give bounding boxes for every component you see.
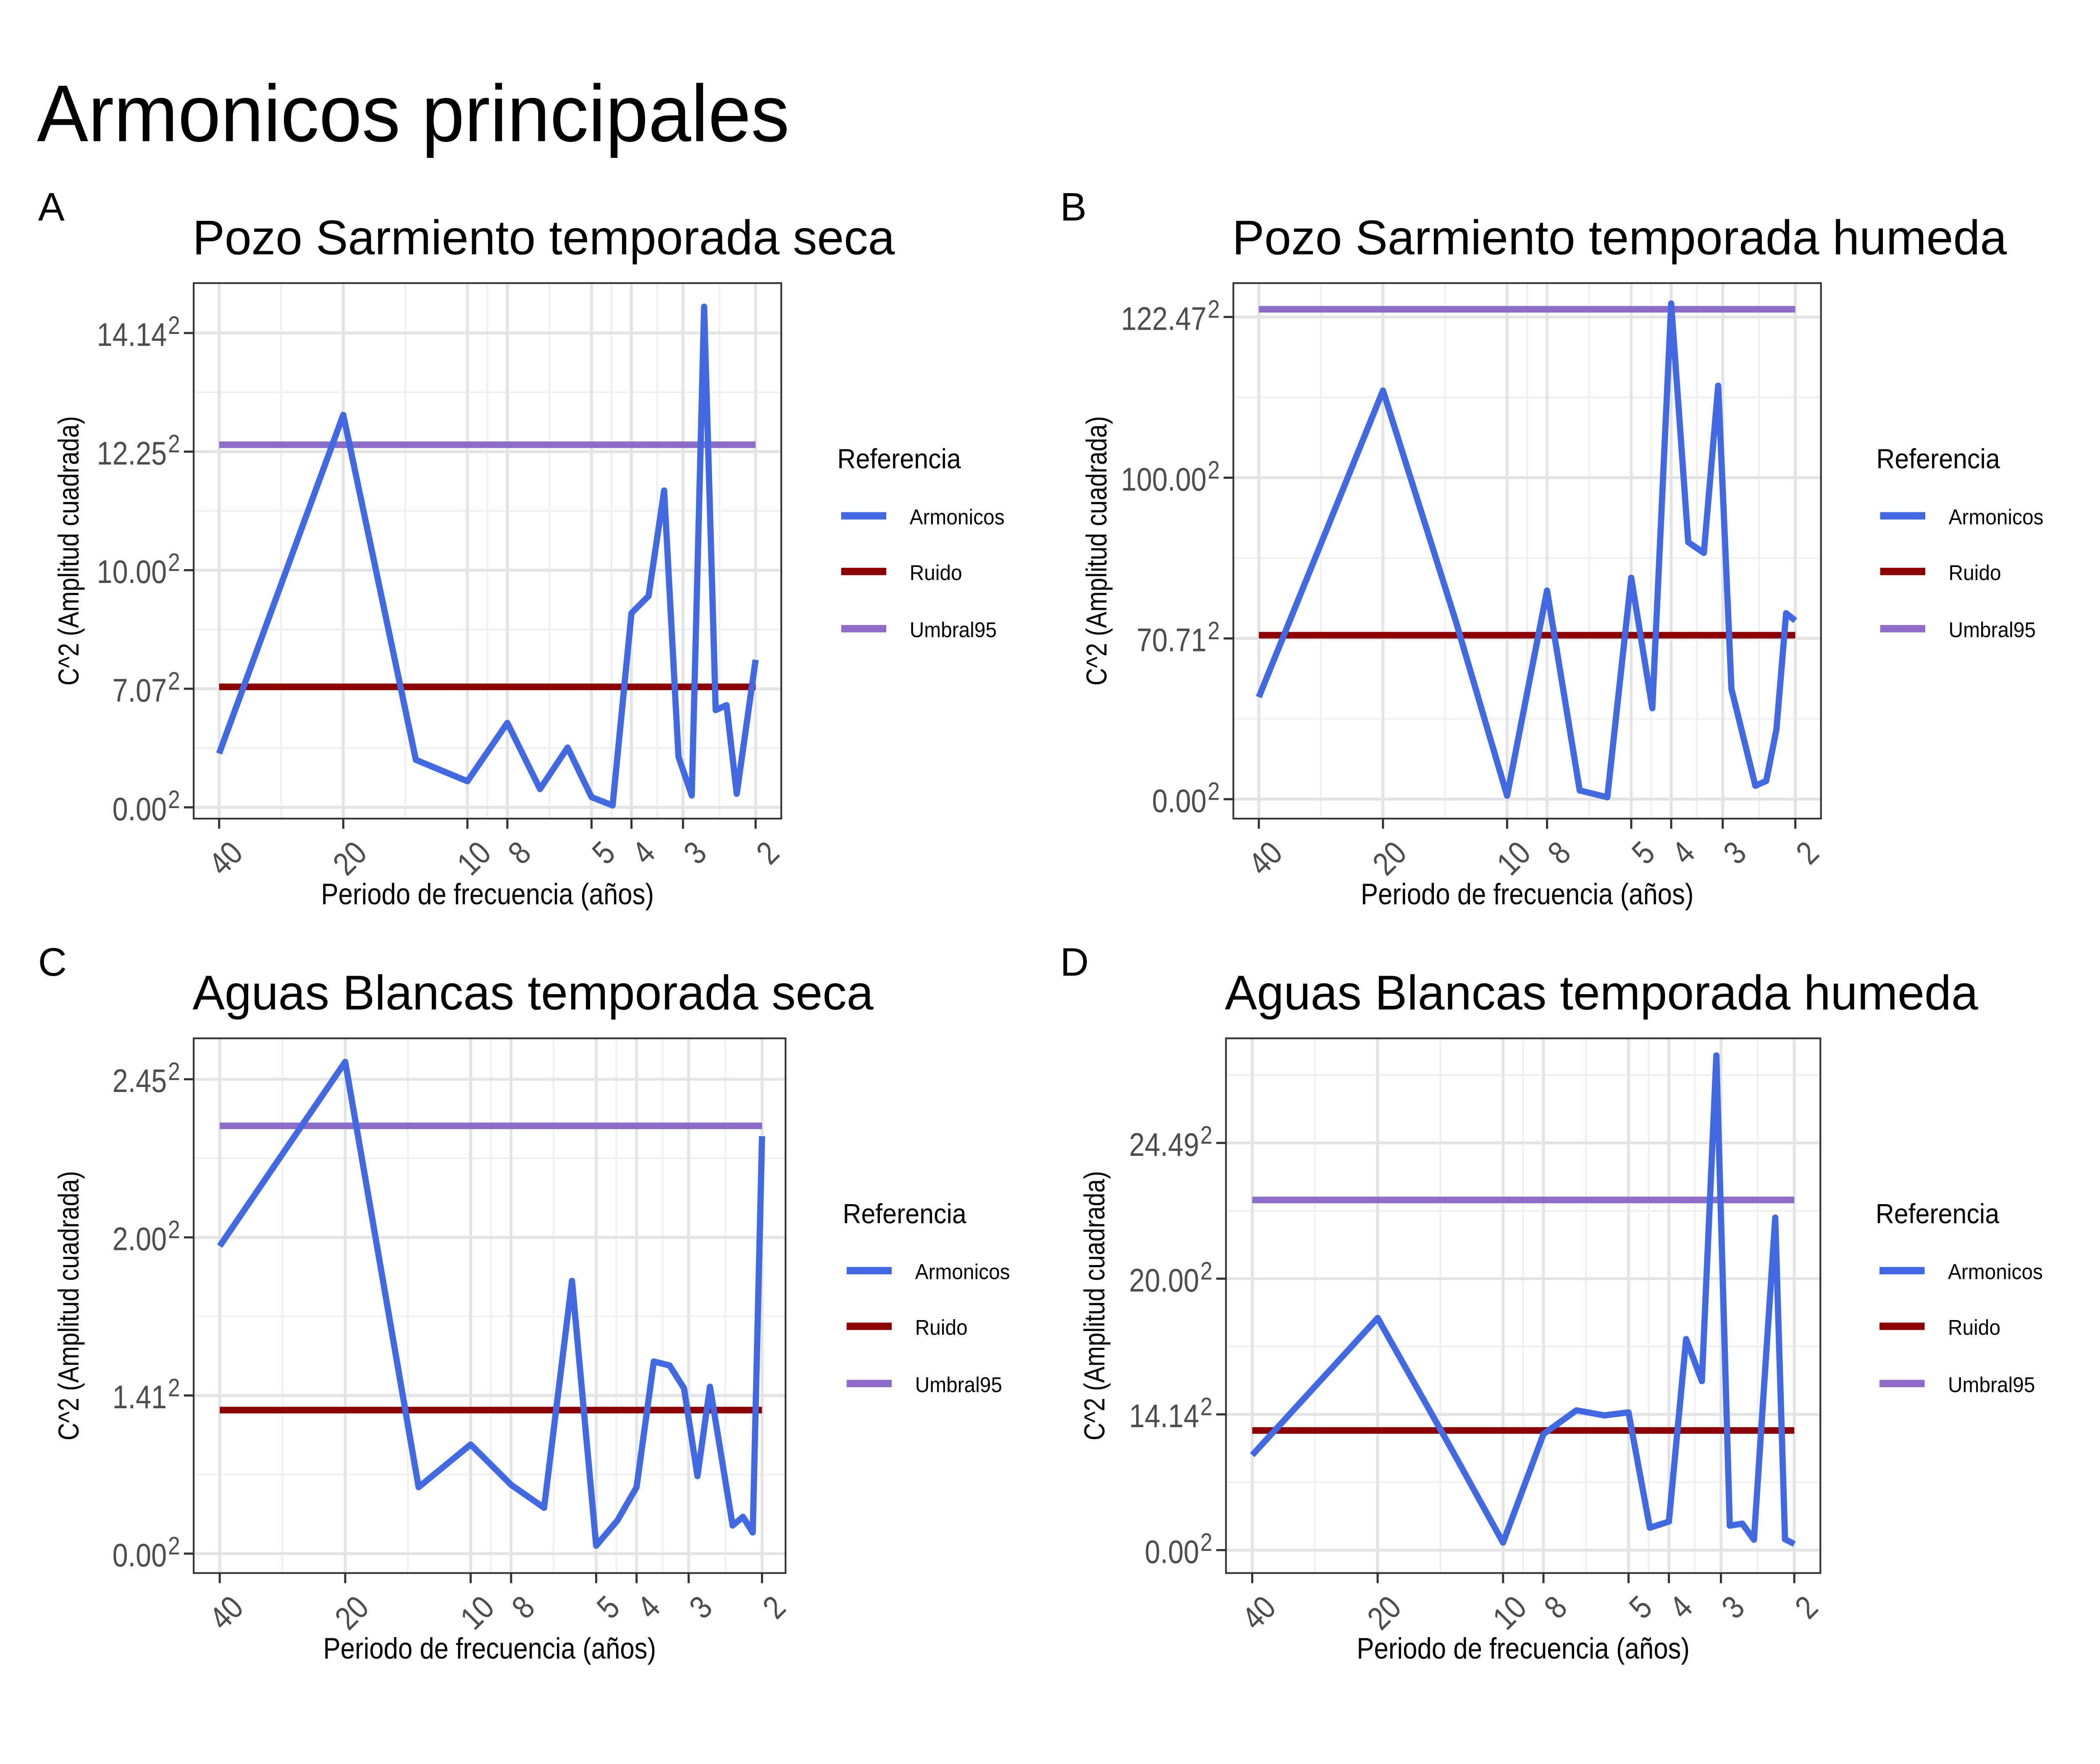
svg-text:Armonicos principales: Armonicos principales [37, 68, 790, 158]
svg-text:Armonicos: Armonicos [1949, 505, 2044, 529]
svg-text:C^2 (Amplitud cuadrada): C^2 (Amplitud cuadrada) [1080, 416, 1113, 686]
svg-text:C: C [38, 940, 67, 984]
svg-text:2: 2 [168, 1215, 180, 1244]
svg-text:0.00: 0.00 [113, 1538, 167, 1574]
svg-text:Aguas Blancas temporada humeda: Aguas Blancas temporada humeda [1225, 966, 1978, 1020]
svg-text:2: 2 [1208, 777, 1220, 806]
svg-text:C^2 (Amplitud cuadrada): C^2 (Amplitud cuadrada) [52, 416, 85, 686]
svg-text:100.00: 100.00 [1121, 462, 1207, 498]
svg-text:Umbral95: Umbral95 [915, 1373, 1002, 1396]
svg-text:Referencia: Referencia [1876, 1198, 2000, 1229]
svg-text:0.00: 0.00 [1144, 1534, 1199, 1570]
svg-text:2: 2 [168, 430, 180, 458]
svg-text:Pozo Sarmiento temporada seca: Pozo Sarmiento temporada seca [192, 210, 895, 265]
svg-text:Referencia: Referencia [837, 443, 961, 474]
svg-text:Armonicos: Armonicos [915, 1260, 1010, 1284]
svg-text:Periodo de frecuencia (años): Periodo de frecuencia (años) [1361, 877, 1694, 911]
svg-text:10.00: 10.00 [97, 554, 167, 590]
svg-text:0.00: 0.00 [1152, 783, 1207, 819]
svg-text:2: 2 [1200, 1257, 1213, 1285]
svg-text:Ruido: Ruido [915, 1315, 968, 1339]
svg-text:2: 2 [168, 548, 180, 576]
svg-text:2: 2 [1200, 1121, 1213, 1149]
svg-text:70.71: 70.71 [1137, 622, 1207, 659]
svg-text:Periodo de frecuencia (años): Periodo de frecuencia (años) [323, 1632, 656, 1665]
svg-text:2: 2 [168, 311, 180, 339]
svg-text:2: 2 [1200, 1392, 1213, 1420]
svg-text:C^2 (Amplitud cuadrada): C^2 (Amplitud cuadrada) [1079, 1171, 1111, 1441]
svg-text:1.41: 1.41 [113, 1379, 167, 1415]
svg-text:2: 2 [168, 1373, 180, 1402]
svg-text:12.25: 12.25 [97, 436, 167, 472]
svg-text:2: 2 [1208, 456, 1220, 484]
svg-text:Umbral95: Umbral95 [910, 618, 997, 642]
svg-text:2: 2 [1208, 617, 1220, 645]
svg-text:Aguas Blancas temporada seca: Aguas Blancas temporada seca [192, 966, 874, 1020]
svg-text:Referencia: Referencia [843, 1198, 966, 1229]
svg-text:B: B [1060, 185, 1087, 229]
svg-text:0.00: 0.00 [113, 791, 167, 827]
svg-text:122.47: 122.47 [1121, 301, 1207, 337]
svg-text:2: 2 [168, 1057, 180, 1085]
svg-text:Periodo de frecuencia (años): Periodo de frecuencia (años) [1357, 1632, 1690, 1665]
svg-text:Periodo de frecuencia (años): Periodo de frecuencia (años) [321, 877, 654, 911]
svg-text:2: 2 [168, 1532, 180, 1560]
svg-text:7.07: 7.07 [113, 672, 167, 709]
svg-text:14.14: 14.14 [1129, 1398, 1199, 1434]
svg-text:2.00: 2.00 [113, 1221, 167, 1257]
svg-text:Ruido: Ruido [1949, 561, 2001, 585]
svg-text:Ruido: Ruido [910, 561, 962, 585]
svg-text:20.00: 20.00 [1129, 1263, 1199, 1299]
svg-text:Ruido: Ruido [1948, 1315, 2000, 1339]
svg-text:A: A [38, 185, 65, 229]
svg-text:14.14: 14.14 [97, 317, 167, 353]
svg-text:2.45: 2.45 [113, 1063, 167, 1099]
svg-text:Umbral95: Umbral95 [1949, 618, 2036, 642]
svg-text:Armonicos: Armonicos [910, 505, 1005, 529]
svg-text:C^2 (Amplitud cuadrada): C^2 (Amplitud cuadrada) [52, 1171, 85, 1441]
svg-text:2: 2 [168, 667, 180, 695]
svg-text:24.49: 24.49 [1129, 1127, 1199, 1163]
svg-text:D: D [1060, 940, 1089, 984]
svg-text:Referencia: Referencia [1876, 443, 2000, 474]
svg-text:2: 2 [1200, 1528, 1213, 1557]
svg-text:2: 2 [1208, 295, 1220, 323]
svg-text:Umbral95: Umbral95 [1948, 1373, 2035, 1396]
svg-text:Pozo Sarmiento temporada humed: Pozo Sarmiento temporada humeda [1232, 210, 2007, 265]
svg-text:Armonicos: Armonicos [1948, 1260, 2043, 1284]
svg-text:2: 2 [168, 785, 180, 814]
